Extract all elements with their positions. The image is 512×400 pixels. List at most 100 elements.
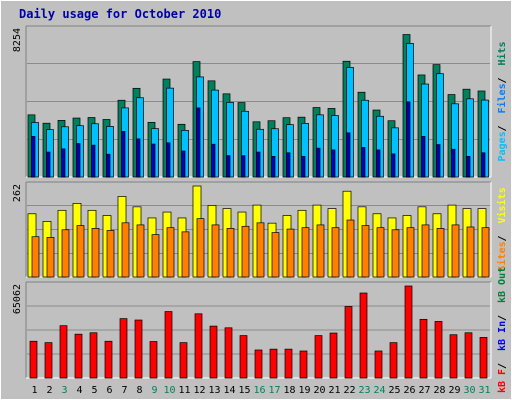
bar-pages-day-12 bbox=[196, 107, 201, 178]
legend-visits-sites: Sites / Visits bbox=[496, 187, 508, 271]
bar-sites-day-23 bbox=[361, 225, 370, 278]
bar-kbf-day-9 bbox=[149, 341, 158, 379]
bar-kbf-day-22 bbox=[344, 306, 353, 379]
bar-pages-day-30 bbox=[466, 155, 471, 178]
bar-kbf-day-30 bbox=[464, 332, 473, 379]
day-label-5: 5 bbox=[91, 385, 97, 396]
day-label-16: 16 bbox=[253, 385, 265, 396]
bar-kbf-day-18 bbox=[284, 348, 293, 379]
bar-pages-day-8 bbox=[136, 138, 141, 178]
bar-pages-day-14 bbox=[226, 155, 231, 178]
day-label-30: 30 bbox=[463, 385, 475, 396]
day-label-10: 10 bbox=[163, 385, 175, 396]
bar-sites-day-27 bbox=[421, 224, 430, 278]
bar-kbf-day-3 bbox=[59, 325, 68, 379]
day-label-4: 4 bbox=[76, 385, 82, 396]
bar-pages-day-10 bbox=[166, 142, 171, 178]
bar-pages-day-19 bbox=[301, 155, 306, 178]
day-label-6: 6 bbox=[106, 385, 112, 396]
ymax-label-visits: 262 bbox=[12, 184, 23, 202]
bar-pages-day-29 bbox=[451, 148, 456, 178]
legend-hits-files-pages-sep-3: / bbox=[497, 77, 508, 83]
legend-hits-files-pages-sep-1: / bbox=[497, 125, 508, 131]
bar-sites-day-19 bbox=[301, 227, 310, 278]
day-label-13: 13 bbox=[208, 385, 220, 396]
chart-title: Daily usage for October 2010 bbox=[19, 7, 222, 21]
bar-sites-day-16 bbox=[256, 222, 265, 278]
bar-sites-day-1 bbox=[31, 236, 40, 278]
bar-kbf-day-8 bbox=[134, 319, 143, 379]
bar-sites-day-14 bbox=[226, 228, 235, 278]
bar-kbf-day-21 bbox=[329, 332, 338, 379]
day-label-24: 24 bbox=[373, 385, 385, 396]
bar-pages-day-16 bbox=[256, 151, 261, 178]
legend-files: Files bbox=[496, 83, 508, 113]
ymax-label-hits: 8254 bbox=[12, 28, 23, 52]
bar-pages-day-24 bbox=[376, 149, 381, 178]
bar-kbf-day-16 bbox=[254, 349, 263, 379]
day-label-22: 22 bbox=[343, 385, 355, 396]
legend-kb-out: kB Out bbox=[497, 267, 508, 303]
bar-sites-day-7 bbox=[121, 222, 130, 278]
bar-pages-day-5 bbox=[91, 144, 96, 178]
bar-pages-day-11 bbox=[181, 150, 186, 178]
bar-sites-day-2 bbox=[46, 237, 55, 278]
bar-pages-day-31 bbox=[481, 152, 486, 178]
day-label-28: 28 bbox=[433, 385, 445, 396]
bar-sites-day-10 bbox=[166, 227, 175, 278]
bar-sites-day-5 bbox=[91, 228, 100, 278]
bar-sites-day-11 bbox=[181, 231, 190, 278]
bar-sites-day-28 bbox=[436, 228, 445, 278]
day-label-14: 14 bbox=[223, 385, 235, 396]
bar-sites-day-4 bbox=[76, 225, 85, 278]
bar-sites-day-6 bbox=[106, 230, 115, 278]
day-label-21: 21 bbox=[328, 385, 340, 396]
bar-pages-day-6 bbox=[106, 153, 111, 178]
legend-kb-sep-3: / bbox=[497, 315, 508, 321]
bar-kbf-day-23 bbox=[359, 292, 368, 379]
legend-kb-sep-1: / bbox=[497, 363, 508, 369]
bar-kbf-day-19 bbox=[299, 350, 308, 379]
bar-sites-day-18 bbox=[286, 228, 295, 278]
bar-pages-day-25 bbox=[391, 153, 396, 178]
day-label-1: 1 bbox=[31, 385, 37, 396]
bar-kbf-day-10 bbox=[164, 311, 173, 379]
bar-kbf-day-2 bbox=[44, 342, 53, 379]
bar-kbf-day-20 bbox=[314, 335, 323, 379]
bar-pages-day-13 bbox=[211, 143, 216, 178]
bar-sites-day-9 bbox=[151, 234, 160, 278]
bar-kbf-day-14 bbox=[224, 327, 233, 379]
legend-visits: Visits bbox=[496, 187, 508, 223]
bar-pages-day-20 bbox=[316, 147, 321, 178]
bar-sites-day-3 bbox=[61, 229, 70, 278]
bar-pages-day-2 bbox=[46, 151, 51, 178]
day-label-18: 18 bbox=[283, 385, 295, 396]
day-label-12: 12 bbox=[193, 385, 205, 396]
legend-kb-in: kB In bbox=[497, 321, 508, 351]
day-label-8: 8 bbox=[136, 385, 142, 396]
bar-kbf-day-11 bbox=[179, 342, 188, 379]
day-label-17: 17 bbox=[268, 385, 280, 396]
bar-sites-day-8 bbox=[136, 224, 145, 278]
legend-pages: Pages bbox=[497, 131, 508, 161]
bar-kbf-day-29 bbox=[449, 334, 458, 379]
day-label-2: 2 bbox=[46, 385, 52, 396]
day-label-26: 26 bbox=[403, 385, 415, 396]
ymax-label-kb: 65062 bbox=[12, 284, 23, 314]
legend-hits-files-pages: Pages / Files / Hits bbox=[496, 41, 508, 161]
legend-sites: Sites bbox=[496, 241, 508, 271]
bar-kbf-day-27 bbox=[419, 318, 428, 379]
day-label-20: 20 bbox=[313, 385, 325, 396]
legend-kb: kB F / kB In / kB Out bbox=[497, 267, 508, 393]
bar-pages-day-3 bbox=[61, 148, 66, 178]
bar-pages-day-23 bbox=[361, 147, 366, 178]
bar-kbf-day-15 bbox=[239, 335, 248, 379]
day-label-3: 3 bbox=[61, 385, 67, 396]
bar-kbf-day-26 bbox=[404, 285, 413, 379]
bar-sites-day-24 bbox=[376, 227, 385, 278]
day-label-23: 23 bbox=[358, 385, 370, 396]
bar-kbf-day-6 bbox=[104, 340, 113, 379]
legend-kb-f: kB F bbox=[497, 369, 508, 393]
bar-kbf-day-12 bbox=[194, 313, 203, 379]
bar-pages-day-21 bbox=[331, 149, 336, 178]
